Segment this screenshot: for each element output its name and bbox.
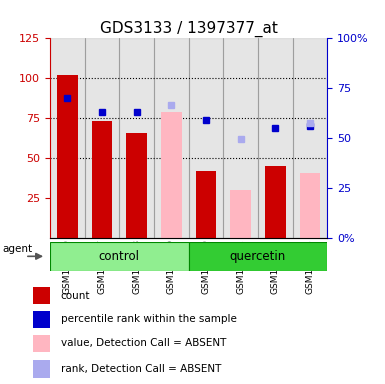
Bar [230, 190, 251, 238]
Bar [119, 38, 154, 238]
Bar [126, 132, 147, 238]
Bar [85, 38, 119, 238]
Bar [300, 172, 320, 238]
Text: rank, Detection Call = ABSENT: rank, Detection Call = ABSENT [61, 364, 221, 374]
Title: GDS3133 / 1397377_at: GDS3133 / 1397377_at [100, 21, 278, 37]
FancyBboxPatch shape [50, 242, 189, 271]
Bar [258, 38, 293, 238]
Bar [196, 171, 216, 238]
Bar [189, 38, 223, 238]
Text: quercetin: quercetin [230, 250, 286, 263]
FancyBboxPatch shape [189, 242, 327, 271]
Bar [223, 38, 258, 238]
Bar [50, 38, 85, 238]
Bar [265, 166, 286, 238]
Text: agent: agent [3, 244, 33, 254]
Bar [92, 121, 112, 238]
Bar [293, 38, 327, 238]
Text: control: control [99, 250, 140, 263]
Bar [161, 112, 182, 238]
Bar [154, 38, 189, 238]
Text: count: count [61, 291, 90, 301]
Bar [33, 311, 50, 328]
Bar [33, 334, 50, 352]
Bar [33, 360, 50, 377]
Text: percentile rank within the sample: percentile rank within the sample [61, 314, 237, 324]
Bar [33, 287, 50, 305]
Text: value, Detection Call = ABSENT: value, Detection Call = ABSENT [61, 338, 226, 348]
Bar [57, 75, 78, 238]
